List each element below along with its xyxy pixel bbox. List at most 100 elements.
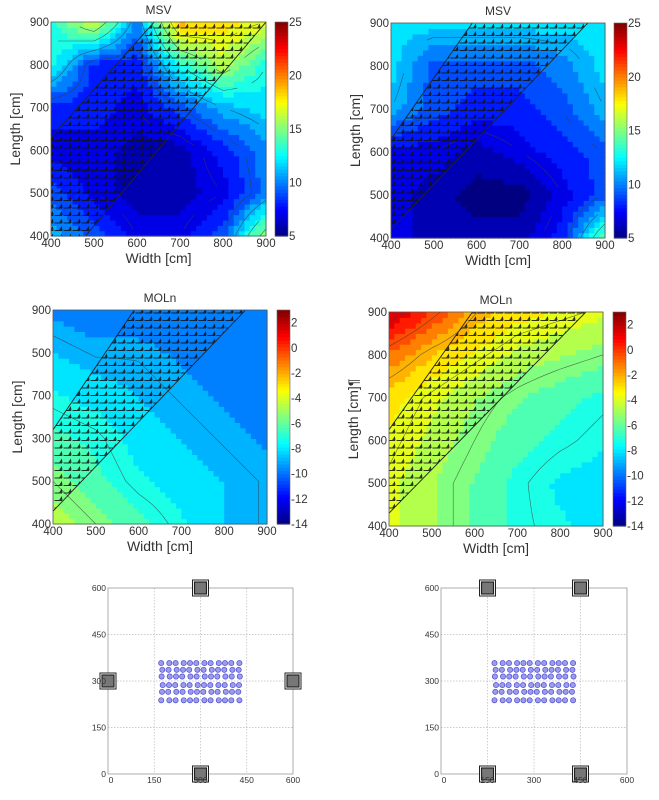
contour-cell [583,178,590,185]
contour-cell [391,103,397,110]
contour-cell [567,82,574,89]
contour-cell [519,168,526,175]
contour-cell [546,92,553,99]
contour-cell [255,107,262,114]
contour-cell [111,320,118,327]
colorbar-tick-label: 25 [628,18,641,30]
contour-cell [567,87,574,94]
contour-cell [176,513,182,520]
contour-cell [588,87,595,94]
contour-cell [455,211,462,218]
contour-cell [58,342,65,349]
contour-cell [165,491,172,498]
contour-cell [190,166,197,173]
contour-cell [127,507,134,514]
contour-cell [229,411,236,418]
contour-cell [79,502,86,509]
contour-cell [260,182,267,189]
contour-cell [583,39,590,46]
contour-cell [524,173,531,180]
contour-cell [391,87,397,94]
contour-cell [229,486,236,493]
contour-cell [428,76,435,83]
contour-cell [417,232,424,239]
contour-cell [567,98,574,105]
contour-cell [487,125,494,132]
contour-cell [583,141,590,148]
contour-cell [77,64,84,71]
contour-cell [229,347,236,354]
contour-cell [58,358,65,365]
x-tick-label: 400 [41,238,60,250]
contour-cell [213,347,220,354]
contour-cell [578,141,585,148]
contour-cell [465,168,472,175]
contour-cell [160,422,166,429]
contour-cell [72,96,79,103]
contour-cell [508,146,515,153]
contour-cell [514,211,520,218]
colorbar-segment [275,159,288,164]
contour-cell [192,417,199,423]
contour-cell [234,443,241,450]
contour-cell [99,70,106,77]
contour-cell [88,22,95,28]
contour-cell [391,232,397,239]
contour-cell [99,48,106,55]
colorbar-segment [275,115,288,120]
contour-cell [58,502,65,509]
contour-cell [202,379,209,386]
contour-cell [391,66,397,72]
contour-cell [190,219,197,226]
contour-cell [163,145,170,151]
contour-cell [83,59,90,66]
contour-cell [481,216,488,223]
contour-cell [261,320,268,327]
contour-cell [546,125,553,132]
contour-cell [223,129,229,135]
contour-cell [244,155,251,162]
contour-cell [143,518,150,525]
contour-cell [143,438,150,445]
contour-cell [169,209,176,216]
contour-cell [508,114,515,121]
contour-cell [572,66,579,72]
contour-cell [160,443,166,450]
contour-cell [180,150,186,157]
contour-cell [546,173,553,180]
contour-cell [455,221,462,228]
contour-cell [530,119,537,126]
contour-cell [508,216,515,223]
contour-cell [524,216,531,223]
contour-cell [180,161,186,168]
contour-cell [51,75,57,82]
contour-cell [535,189,542,196]
contour-cell [170,518,177,525]
contour-cell [556,76,563,83]
contour-cell [79,310,86,316]
contour-cell [131,230,138,237]
contour-cell [391,28,397,35]
contour-cell [228,129,235,135]
contour-cell [117,507,124,514]
contour-cell [556,82,563,89]
contour-cell [256,379,263,386]
contour-cell [153,203,160,210]
contour-cell [233,64,240,71]
contour-cell [583,82,590,89]
contour-cell [594,114,601,121]
contour-cell [106,459,113,466]
contour-cell [201,118,208,125]
contour-cell [115,230,122,237]
contour-cell [127,491,134,498]
contour-cell [212,107,219,114]
contour-cell [417,205,424,212]
contour-cell [551,157,558,164]
y-tick-label: 500 [30,188,49,200]
contour-cell [154,459,161,466]
contour-cell [540,157,547,164]
contour-cell [578,49,585,56]
contour-cell [599,55,606,62]
contour-cell [476,178,483,185]
